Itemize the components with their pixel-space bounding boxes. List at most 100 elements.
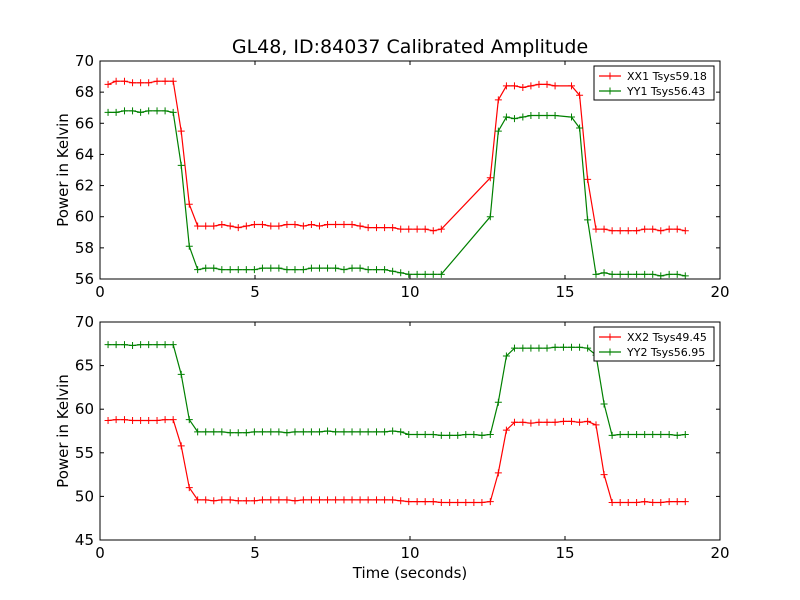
data-point-marker [641, 430, 649, 438]
data-point-marker [169, 416, 177, 424]
data-point-marker [559, 343, 567, 351]
data-point-marker [234, 224, 242, 232]
y-tick-label: 55 [75, 444, 94, 462]
data-point-marker [218, 221, 226, 228]
data-point-marker [137, 79, 145, 87]
data-point-marker [120, 77, 128, 85]
data-point-marker [242, 429, 250, 437]
data-point-marker [332, 221, 340, 228]
data-point-marker [185, 484, 193, 492]
data-point-marker [364, 428, 372, 436]
data-point-marker [145, 79, 153, 87]
data-point-marker [543, 418, 551, 426]
data-point-marker [129, 79, 137, 87]
data-point-marker [373, 266, 381, 274]
data-point-marker [307, 428, 315, 436]
data-point-marker [299, 266, 307, 274]
legend-box [593, 326, 715, 362]
x-tick-label: 5 [250, 544, 260, 562]
y-tick-label: 62 [75, 177, 94, 195]
data-point-marker [616, 499, 624, 507]
data-point-marker [527, 82, 535, 90]
data-point-marker [681, 227, 689, 235]
data-point-marker [421, 270, 429, 278]
data-point-marker [145, 107, 153, 115]
data-point-marker [389, 224, 397, 232]
data-point-marker [576, 124, 584, 132]
data-point-marker [673, 498, 681, 506]
legend-box [593, 65, 715, 101]
data-point-marker [161, 107, 169, 115]
data-point-marker [324, 427, 332, 435]
data-point-marker [624, 499, 632, 507]
data-point-marker [283, 496, 291, 504]
data-point-marker [478, 499, 486, 507]
data-point-marker [185, 416, 193, 424]
data-point-marker [665, 225, 673, 233]
data-point-marker [437, 270, 445, 278]
x-tick-label: 10 [400, 544, 419, 562]
data-point-marker [665, 270, 673, 278]
x-tick-label: 0 [95, 283, 105, 301]
data-point-marker [389, 496, 397, 504]
data-point-marker [502, 352, 510, 360]
x-tick-label: 15 [555, 283, 574, 301]
data-point-marker [421, 430, 429, 438]
x-axis-label: Time (seconds) [352, 564, 468, 582]
data-point-marker [283, 221, 291, 228]
data-point-marker [510, 82, 518, 90]
data-point-marker [527, 344, 535, 352]
legend: XX1 Tsys59.18 YY1 Tsys56.43 [593, 65, 715, 101]
y-tick-label: 70 [75, 313, 94, 331]
data-point-marker [616, 430, 624, 438]
data-point-marker [568, 82, 576, 90]
data-point-marker [356, 264, 364, 272]
data-point-marker [185, 242, 193, 250]
data-point-marker [600, 471, 608, 479]
y-tick-label: 68 [75, 83, 94, 101]
data-point-marker [397, 428, 405, 436]
data-point-marker [145, 417, 153, 425]
data-point-marker [307, 221, 315, 228]
data-point-marker [226, 266, 234, 274]
legend: XX2 Tsys49.45 YY2 Tsys56.95 [593, 326, 715, 362]
data-point-marker [502, 426, 510, 434]
y-tick-label: 65 [75, 357, 94, 375]
data-point-marker [584, 417, 592, 425]
data-point-marker [502, 82, 510, 90]
data-point-marker [218, 428, 226, 436]
chart-title: GL48, ID:84037 Calibrated Amplitude [232, 36, 588, 58]
data-point-marker [405, 430, 413, 438]
data-point-marker [527, 112, 535, 119]
data-point-marker [649, 225, 657, 233]
data-point-marker [649, 499, 657, 507]
data-point-marker [519, 344, 527, 352]
data-point-marker [315, 264, 323, 272]
y-tick-label: 70 [75, 52, 94, 70]
top-panel: 0 5 10 15 20 56 58 60 62 64 66 68 70 Power in Kelvin X… [54, 52, 730, 301]
data-point-marker [291, 497, 299, 505]
x-tick-label: 5 [250, 283, 260, 301]
y-tick-label: 58 [75, 239, 94, 257]
data-point-marker [373, 496, 381, 504]
data-point-marker [486, 213, 494, 221]
data-point-marker [137, 417, 145, 425]
data-point-marker [389, 427, 397, 435]
data-point-marker [486, 174, 494, 182]
data-point-marker [665, 430, 673, 438]
data-point-marker [600, 400, 608, 408]
legend-marker [606, 72, 614, 80]
legend-marker [606, 87, 614, 95]
data-point-marker [373, 224, 381, 232]
data-point-marker [381, 496, 389, 504]
data-point-marker [104, 80, 112, 88]
data-point-marker [307, 264, 315, 272]
data-point-marker [633, 499, 641, 507]
y-axis-label: Power in Kelvin [54, 374, 72, 488]
data-point-marker [576, 91, 584, 99]
data-point-marker [226, 429, 234, 437]
data-point-marker [153, 341, 161, 349]
data-point-marker [681, 498, 689, 506]
y-tick-label: 66 [75, 114, 94, 132]
data-point-marker [584, 344, 592, 352]
